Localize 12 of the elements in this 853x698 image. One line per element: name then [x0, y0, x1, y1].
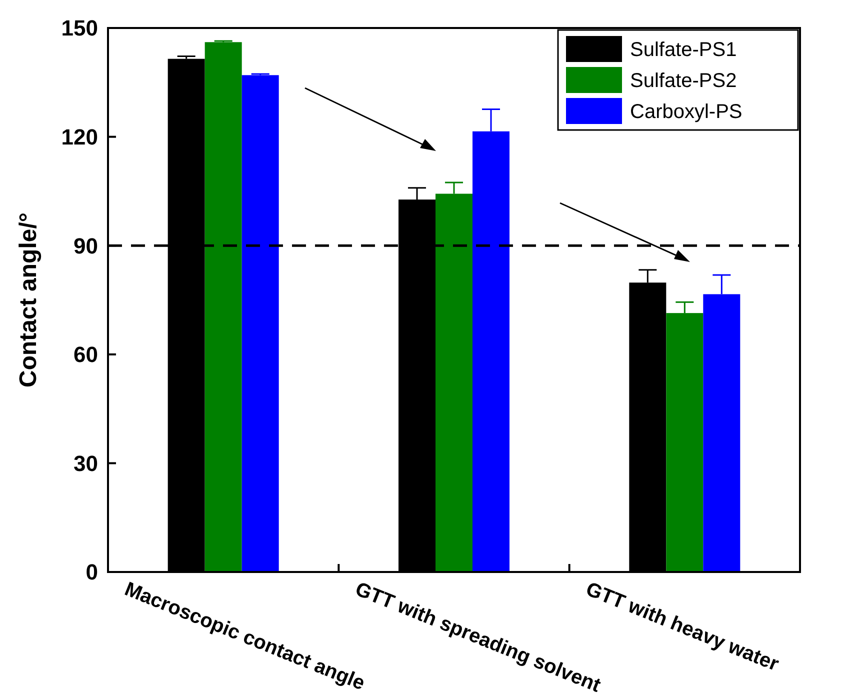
bar [204, 42, 242, 572]
y-tick-label: 90 [74, 233, 98, 258]
y-tick-label: 120 [61, 124, 98, 150]
y-axis-title: Contact angle/° [15, 212, 42, 388]
bar [242, 75, 279, 572]
legend-label: Carboxyl-PS [630, 101, 742, 123]
y-tick-label: 150 [61, 16, 98, 41]
legend-label: Sulfate-PS2 [630, 70, 737, 92]
y-tick-label: 0 [86, 560, 98, 585]
legend-label: Sulfate-PS1 [630, 39, 737, 61]
y-tick-label: 30 [74, 450, 98, 476]
y-tick-label: 60 [74, 342, 98, 368]
